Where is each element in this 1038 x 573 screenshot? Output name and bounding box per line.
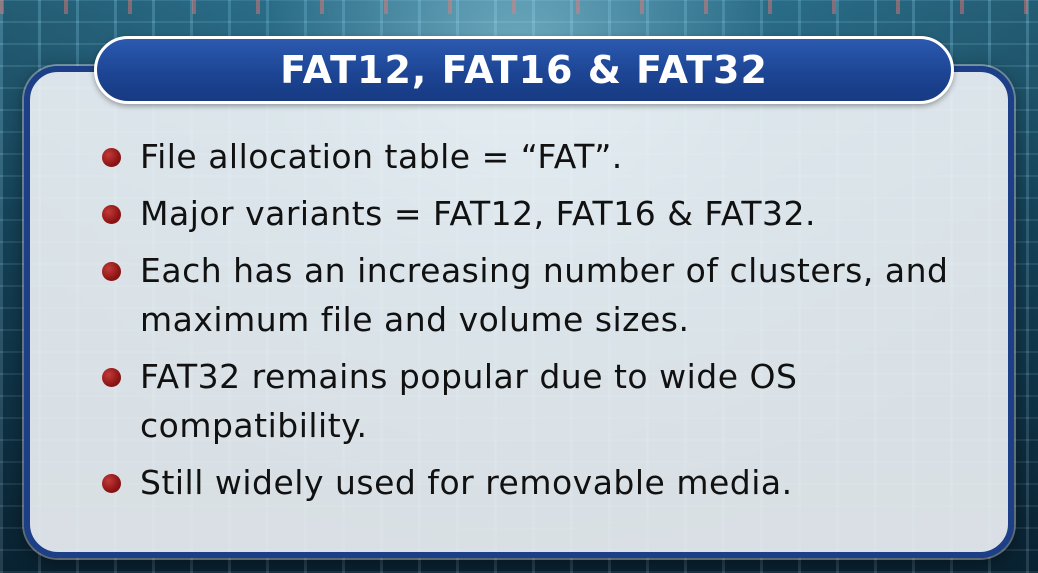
- title-banner: FAT12, FAT16 & FAT32: [94, 36, 954, 104]
- bullet-text: Major variants = FAT12, FAT16 & FAT32.: [140, 194, 817, 233]
- slide-title: FAT12, FAT16 & FAT32: [280, 48, 768, 92]
- bullet-item: Major variants = FAT12, FAT16 & FAT32.: [100, 189, 980, 238]
- bullet-item: Each has an increasing number of cluster…: [100, 246, 980, 344]
- bullet-list: File allocation table = “FAT”. Major var…: [100, 132, 980, 515]
- bullet-dot-icon: [102, 474, 121, 493]
- bullet-dot-icon: [102, 368, 121, 387]
- bullet-dot-icon: [102, 148, 121, 167]
- bullet-dot-icon: [102, 205, 121, 224]
- bullet-item: FAT32 remains popular due to wide OS com…: [100, 352, 980, 450]
- bullet-item: File allocation table = “FAT”.: [100, 132, 980, 181]
- bullet-text: Still widely used for removable media.: [140, 463, 793, 502]
- server-status-lights: [0, 0, 1038, 14]
- bullet-text: File allocation table = “FAT”.: [140, 137, 623, 176]
- bullet-dot-icon: [102, 262, 121, 281]
- bullet-text: FAT32 remains popular due to wide OS com…: [140, 357, 798, 445]
- bullet-text: Each has an increasing number of cluster…: [140, 251, 949, 339]
- content-panel: [24, 66, 1014, 558]
- bullet-item: Still widely used for removable media.: [100, 458, 980, 507]
